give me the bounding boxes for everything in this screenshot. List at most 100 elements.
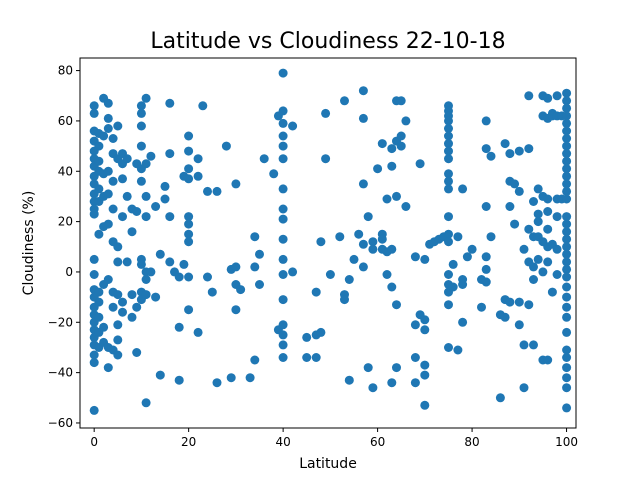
data-point [184,305,194,315]
data-point [481,144,491,154]
data-point [207,287,217,297]
data-point [514,320,524,330]
data-point [562,126,572,136]
data-point [562,383,572,393]
data-point [203,272,212,282]
data-point [118,174,127,184]
data-point [562,363,572,373]
data-point [316,327,326,337]
data-point [444,124,453,133]
data-point [562,156,572,166]
data-point [524,91,534,101]
data-point [420,325,430,335]
data-point [184,237,194,247]
data-point [250,355,260,365]
data-point [127,227,137,237]
data-point [321,108,331,118]
data-point [387,144,397,154]
data-point [250,232,260,242]
data-point [94,297,104,307]
data-point [184,219,194,229]
data-point [444,146,453,156]
data-point [382,194,392,204]
data-point [118,212,127,222]
data-point [325,270,335,279]
data-point [401,116,411,126]
data-point [392,191,401,201]
data-point [108,176,118,186]
data-point [373,164,383,174]
data-point [278,68,288,78]
data-point [524,224,534,234]
data-point [278,353,288,362]
data-point [94,229,104,239]
data-point [113,242,123,252]
data-point [444,184,453,194]
data-point [462,252,472,262]
data-point [118,307,127,317]
data-point [141,212,151,222]
data-point [562,292,572,302]
data-point [94,184,104,194]
data-point [141,275,151,284]
data-point [562,312,572,322]
data-point [562,118,572,128]
data-point [358,262,368,272]
data-point [562,186,572,196]
data-point [344,275,354,284]
data-point [103,219,113,229]
data-point [231,262,241,272]
data-point [387,244,397,254]
data-point [500,312,510,322]
data-point [278,141,288,151]
data-point [89,101,99,111]
data-point [278,204,288,214]
data-point [500,139,510,149]
data-point [467,244,477,254]
data-point [132,348,142,357]
data-point [444,212,453,222]
data-point [444,343,453,352]
data-point [113,121,123,131]
data-point [278,214,288,224]
data-point [543,194,553,204]
data-point [453,345,463,355]
data-points [89,68,572,415]
data-point [89,350,99,360]
y-tick-label: 0 [65,265,73,279]
data-point [392,300,401,310]
data-point [448,282,458,292]
data-point [127,290,137,300]
data-point [552,212,562,222]
data-point [165,212,175,222]
data-point [155,370,165,380]
data-point [458,184,468,194]
data-point [113,257,123,267]
data-point [288,267,298,277]
data-point [165,149,175,159]
data-point [481,264,491,274]
data-point [481,116,491,126]
data-point [278,320,288,330]
data-point [184,212,194,222]
data-point [562,227,572,237]
data-point [529,262,538,272]
data-point [382,270,392,279]
y-tick-label: 20 [58,215,73,229]
data-point [387,378,397,388]
y-tick-label: −20 [48,315,73,329]
data-point [562,242,572,252]
data-point [562,282,572,292]
data-point [562,164,572,174]
data-point [113,335,123,345]
data-point [103,98,113,108]
data-point [316,237,326,247]
data-point [552,244,562,254]
y-tick-label: 80 [58,64,73,78]
data-point [562,345,572,355]
data-point [103,189,113,199]
data-point [344,375,354,385]
data-point [245,373,255,383]
data-point [562,327,572,337]
data-point [136,259,146,269]
